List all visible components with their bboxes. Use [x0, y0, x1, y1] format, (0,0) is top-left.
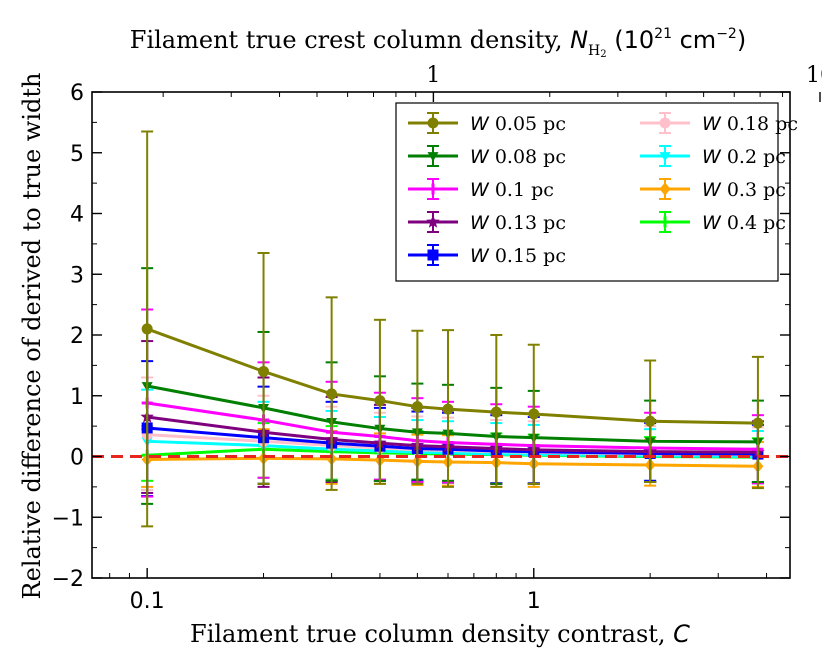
legend-label: W 0.18 pc: [702, 113, 798, 135]
y-tick-label: 3: [70, 263, 84, 288]
top-axis-units-exp: 21: [654, 26, 672, 42]
legend-item: W 0.05 pc: [408, 112, 566, 135]
legend-label-symbol: W: [470, 212, 490, 234]
series-line: [147, 456, 758, 468]
legend-item: W 0.08 pc: [408, 145, 566, 168]
legend-label: W 0.05 pc: [470, 113, 566, 135]
y-tick-label: 5: [70, 142, 84, 167]
series-line: [147, 426, 758, 456]
legend-label-value: 0.13 pc: [489, 212, 566, 234]
legend-label-value: 0.4 pc: [721, 212, 786, 234]
legend-item: W 0.2 pc: [640, 145, 786, 168]
y-tick-label: −1: [52, 506, 84, 531]
legend-label-value: 0.2 pc: [721, 146, 786, 168]
legend-marker: [659, 216, 671, 228]
legend-marker: [659, 152, 671, 162]
legend-marker: [427, 152, 439, 162]
legend-marker: [426, 214, 440, 228]
legend-item: W 0.3 pc: [640, 178, 786, 201]
data-point: [374, 395, 386, 407]
y-tick-label: −2: [52, 567, 84, 592]
data-point: [326, 388, 338, 400]
data-point: [442, 403, 454, 415]
legend-label-symbol: W: [470, 146, 490, 168]
legend-label-value: 0.15 pc: [489, 245, 566, 267]
x-tick-label: 1: [527, 589, 541, 614]
legend-marker: [659, 182, 671, 196]
legend-label-symbol: W: [470, 245, 490, 267]
legend-label: W 0.13 pc: [470, 212, 566, 234]
legend-label-symbol: W: [702, 179, 722, 201]
legend-item: W 0.18 pc: [640, 112, 798, 135]
x-axis-label-text: Filament true column density contrast,: [190, 620, 673, 648]
legend-label-value: 0.08 pc: [489, 146, 566, 168]
series-line: [146, 415, 758, 454]
legend-item: W 0.4 pc: [640, 211, 786, 234]
legend-label: W 0.08 pc: [470, 146, 566, 168]
top-tick-label: 1: [426, 63, 440, 88]
legend-label: W 0.4 pc: [702, 212, 786, 234]
legend-item: W 0.15 pc: [408, 244, 566, 267]
top-axis-units-exp2: −2: [716, 26, 737, 42]
data-point: [258, 365, 270, 377]
legend-label-value: 0.05 pc: [489, 113, 566, 135]
top-axis-units-close: ): [737, 26, 746, 54]
series-line: [146, 327, 758, 425]
top-axis-sub2: 2: [600, 49, 606, 60]
legend-label-value: 0.1 pc: [489, 179, 554, 201]
top-axis-sub: H: [588, 43, 600, 59]
legend-label-symbol: W: [702, 146, 722, 168]
top-axis-label-text: Filament true crest column density,: [130, 26, 570, 54]
legend-label-symbol: W: [702, 113, 722, 135]
top-axis-label: Filament true crest column density, NH2 …: [130, 26, 746, 60]
x-tick-label: 0.1: [130, 589, 165, 614]
y-tick-label: 4: [70, 203, 84, 228]
data-point: [644, 415, 656, 427]
data-point: [141, 323, 153, 335]
legend-item: W 0.13 pc: [408, 211, 566, 234]
legend: W 0.05 pcW 0.08 pcW 0.1 pcW 0.13 pcW 0.1…: [395, 102, 798, 282]
legend-label-symbol: W: [470, 113, 490, 135]
y-axis-label: Relative difference of derived to true w…: [18, 73, 46, 600]
x-axis-label: Filament true column density contrast, C: [190, 620, 690, 648]
legend-label-symbol: W: [702, 212, 722, 234]
series-line: [146, 384, 758, 444]
y-tick-label: 6: [70, 81, 84, 106]
top-tick-label: 10: [806, 63, 822, 88]
legend-label: W 0.3 pc: [702, 179, 786, 201]
data-point: [752, 417, 764, 429]
legend-marker: [427, 117, 439, 129]
axes-layer: −2 −1 0 1 2 3 4 5 6 0.1 1 1 10: [52, 63, 822, 614]
legend-box: [395, 102, 779, 282]
series-line: [146, 401, 758, 451]
legend-item: W 0.1 pc: [408, 178, 554, 201]
y-tick-label: 0: [70, 446, 84, 471]
data-point: [490, 406, 502, 418]
legend-marker: [427, 183, 439, 195]
top-axis-symbol: N: [570, 26, 588, 54]
data-point: [411, 401, 423, 413]
top-axis-units-mid: cm: [672, 26, 716, 54]
data-point: [528, 408, 540, 420]
legend-label: W 0.1 pc: [470, 179, 554, 201]
top-axis-units-open: (10: [607, 26, 655, 54]
y-tick-label: 2: [70, 324, 84, 349]
y-tick-label: 1: [70, 385, 84, 410]
x-axis-symbol: C: [673, 620, 690, 648]
series-layer: [92, 130, 790, 528]
legend-label: W 0.2 pc: [702, 146, 786, 168]
legend-marker: [659, 117, 671, 129]
legend-label-symbol: W: [470, 179, 490, 201]
legend-label-value: 0.3 pc: [721, 179, 786, 201]
legend-label: W 0.15 pc: [470, 245, 566, 267]
legend-marker: [427, 249, 439, 261]
series-w-0.08-pc: [141, 267, 764, 505]
legend-label-value: 0.18 pc: [721, 113, 798, 135]
